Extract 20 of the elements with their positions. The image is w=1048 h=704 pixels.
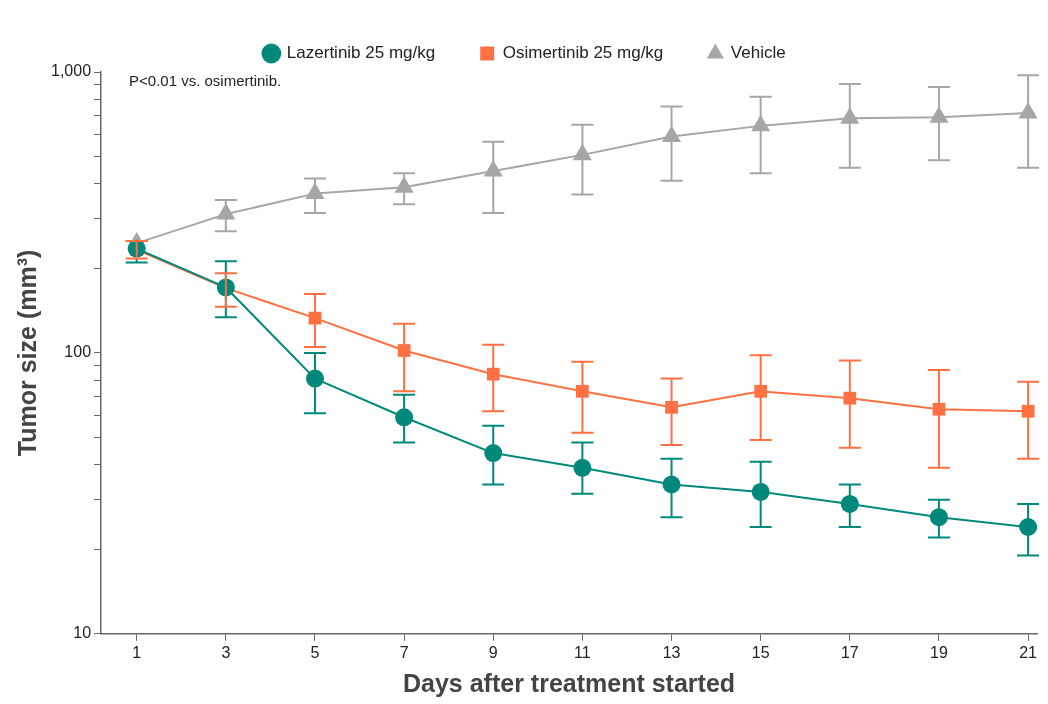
x-axis-title: Days after treatment started — [402, 668, 736, 697]
x-tick-label: 3 — [221, 643, 231, 661]
x-tick-label: 13 — [662, 643, 681, 661]
x-tick-label: 17 — [840, 643, 859, 661]
x-tick-label: 21 — [1019, 643, 1038, 661]
x-tick-label: 15 — [751, 643, 770, 661]
x-tick-label: 5 — [310, 643, 320, 661]
x-tick-label: 9 — [488, 643, 498, 661]
x-tick-label: 11 — [574, 643, 591, 661]
legend-label: Osimertinib 25 mg/kg — [502, 43, 664, 63]
legend-label: Lazertinib 25 mg/kg — [286, 43, 436, 63]
y-tick-label: 100 — [64, 343, 92, 361]
legend-label: Vehicle — [730, 43, 786, 63]
x-tick-label: 7 — [399, 643, 409, 661]
y-axis-title: Tumor size (mm³) — [12, 249, 41, 457]
x-tick-label: 19 — [930, 643, 948, 661]
annotation: P<0.01 vs. osimertinib. — [129, 71, 282, 89]
y-tick-label: 1,000 — [50, 62, 92, 80]
x-tick-label: 1 — [132, 643, 142, 661]
y-tick-label: 10 — [73, 624, 92, 642]
